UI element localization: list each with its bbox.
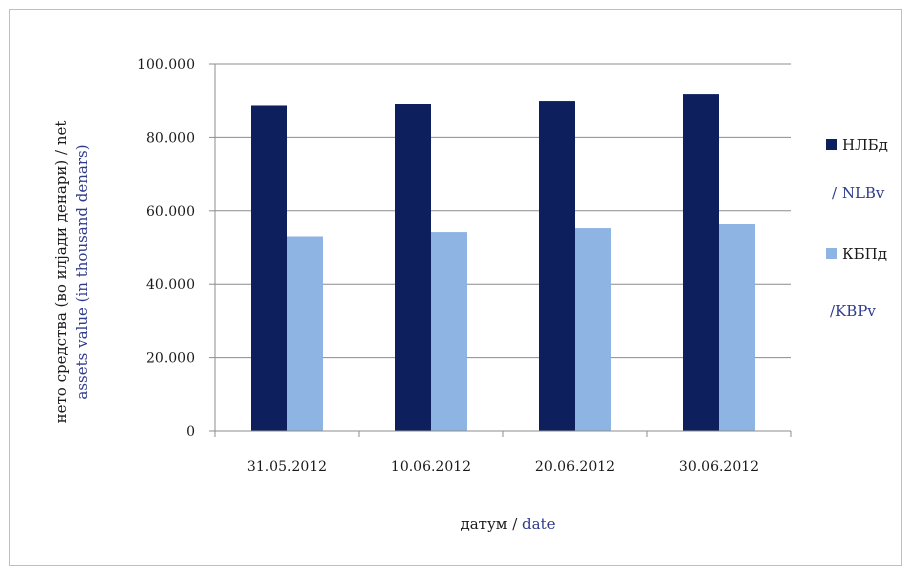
y-tick-label: 0 bbox=[186, 424, 195, 440]
y-tick-label: 20.000 bbox=[146, 351, 195, 367]
x-axis-label: датум / date bbox=[460, 515, 555, 533]
y-tick-label: 100.000 bbox=[137, 57, 195, 73]
legend-label-nlb-en: / NLBv bbox=[832, 184, 885, 202]
bar-nlb-0 bbox=[251, 105, 287, 431]
legend-swatch-kbp bbox=[826, 248, 837, 259]
bar-kbp-3 bbox=[719, 224, 755, 431]
y-tick-label: 60.000 bbox=[146, 204, 195, 220]
legend-label-kbp-en: /KBPv bbox=[830, 302, 876, 320]
y-tick-label: 40.000 bbox=[146, 277, 195, 293]
y-axis-label-line1: нето средства (во илјади денари) / net bbox=[52, 121, 70, 424]
y-tick-labels: 0 20.000 40.000 60.000 80.000 100.000 bbox=[137, 57, 195, 440]
axes bbox=[214, 64, 792, 437]
legend-swatch-nlb bbox=[826, 139, 837, 150]
bar-kbp-1 bbox=[431, 232, 467, 431]
legend-label-kbp: КБПд bbox=[842, 245, 887, 263]
y-axis-label-line2: assets value (in thousand denars) bbox=[73, 144, 91, 399]
x-axis-label-part2: date bbox=[522, 515, 556, 533]
bar-nlb-3 bbox=[683, 94, 719, 432]
y-tick-label: 80.000 bbox=[146, 130, 195, 146]
bar-nlb-1 bbox=[395, 104, 431, 432]
x-axis-label-part1: датум / bbox=[460, 515, 522, 533]
legend-label-nlb: НЛБд bbox=[842, 136, 888, 154]
x-tick-label: 20.06.2012 bbox=[535, 459, 615, 475]
bar-kbp-0 bbox=[287, 236, 323, 431]
bar-nlb-2 bbox=[539, 101, 575, 431]
x-tick-label: 31.05.2012 bbox=[247, 459, 327, 475]
x-tick-label: 10.06.2012 bbox=[391, 459, 471, 475]
x-tick-labels: 31.05.2012 10.06.2012 20.06.2012 30.06.2012 bbox=[247, 459, 759, 475]
x-tick-label: 30.06.2012 bbox=[679, 459, 759, 475]
bar-kbp-2 bbox=[575, 228, 611, 431]
bars bbox=[251, 94, 755, 432]
